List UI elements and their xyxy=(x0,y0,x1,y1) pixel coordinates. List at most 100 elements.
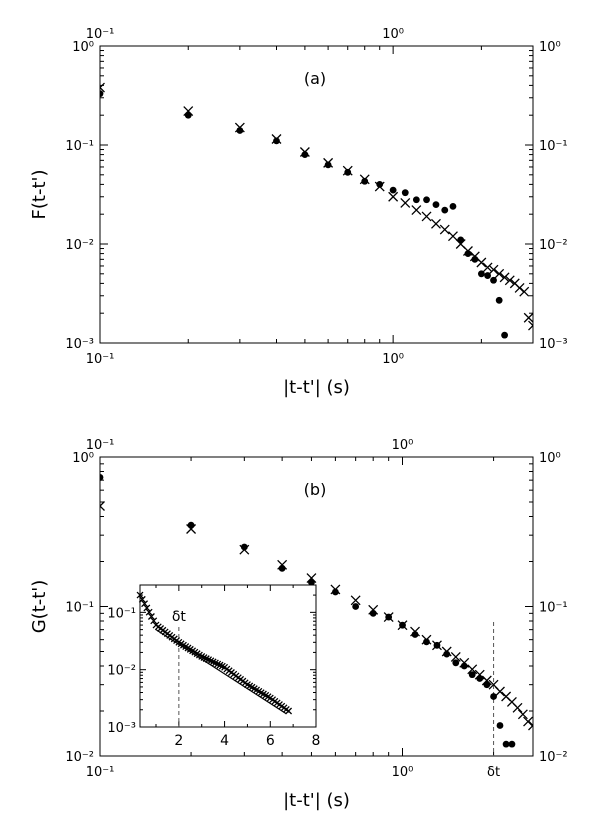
data-point-dot xyxy=(501,331,508,339)
data-point-cross xyxy=(350,595,361,606)
y-tick-label-right: 10⁻² xyxy=(539,238,568,253)
data-point-cross xyxy=(450,651,461,662)
data-point-cross xyxy=(528,320,533,331)
data-point-cross xyxy=(234,122,245,133)
inset-data-point-cross xyxy=(138,595,146,603)
inset-data-point-cross xyxy=(141,600,149,608)
inset-x-tick-label: 6 xyxy=(266,733,275,749)
panel-label: (b) xyxy=(304,480,327,499)
data-point-cross xyxy=(495,686,505,697)
x-tick-label-top: 10⁻¹ xyxy=(86,27,115,42)
data-point-dot xyxy=(502,740,510,748)
inset-data-point-cross xyxy=(147,613,155,620)
y-tick-label-left: 10⁻² xyxy=(65,750,94,765)
y-tick-label-left: 10⁻² xyxy=(65,238,94,253)
data-point-cross xyxy=(499,272,510,283)
data-point-cross xyxy=(474,669,485,680)
data-point-cross xyxy=(383,612,394,623)
data-point-dot xyxy=(344,168,352,176)
data-point-dot xyxy=(324,161,332,169)
data-point-dot xyxy=(423,196,430,204)
data-point-cross xyxy=(481,675,492,686)
inset-data-point-cross xyxy=(145,608,153,616)
data-point-cross xyxy=(306,573,317,584)
data-point-cross xyxy=(463,246,473,256)
data-point-dot xyxy=(308,578,315,586)
data-point-dot xyxy=(273,137,280,145)
data-point-dot xyxy=(361,177,369,185)
y-tick-label-right: 10⁻² xyxy=(539,750,568,765)
data-point-cross xyxy=(183,106,194,117)
inset-y-tick-label: 10⁻¹ xyxy=(107,606,136,621)
data-point-dot xyxy=(100,90,104,98)
data-point-cross xyxy=(431,218,441,229)
x-axis-title: |t-t'| (s) xyxy=(283,377,350,398)
data-point-cross xyxy=(528,720,533,731)
y-axis-title: F(t-t') xyxy=(29,170,50,220)
data-point-cross xyxy=(517,709,528,720)
y-tick-label-right: 10⁰ xyxy=(539,40,561,55)
data-point-dot xyxy=(449,202,457,210)
x-tick-label-bottom: 10⁻¹ xyxy=(86,352,115,367)
inset-x-tick-label: 8 xyxy=(312,733,321,749)
data-point-cross xyxy=(271,134,282,144)
data-point-cross xyxy=(494,268,505,279)
y-tick-label-left: 10⁻³ xyxy=(65,337,94,352)
y-tick-label-right: 10⁻³ xyxy=(539,337,568,352)
x-tick-label-top: 10⁻¹ xyxy=(86,438,115,453)
data-point-cross xyxy=(482,262,493,273)
data-point-cross xyxy=(186,524,197,534)
x-tick-label-top: 10⁰ xyxy=(392,438,414,453)
data-point-cross xyxy=(439,224,450,235)
data-point-dot xyxy=(490,693,497,700)
delta-t-label: δt xyxy=(487,765,500,780)
data-point-cross xyxy=(512,702,523,713)
y-tick-label-left: 10⁻¹ xyxy=(65,139,94,154)
inset-delta-t-label: δt xyxy=(172,609,187,625)
data-point-cross xyxy=(523,716,533,727)
x-axis-title: |t-t'| (s) xyxy=(283,790,350,811)
data-point-cross xyxy=(100,501,105,511)
inset-data-point-cross xyxy=(143,604,151,612)
y-tick-label-left: 10⁰ xyxy=(72,40,94,55)
series-group xyxy=(100,82,533,339)
data-point-cross xyxy=(523,312,533,323)
data-point-cross xyxy=(432,640,442,651)
y-tick-label-right: 10⁰ xyxy=(539,451,561,466)
data-point-cross xyxy=(277,559,288,570)
data-point-cross xyxy=(519,286,530,297)
data-point-dot xyxy=(495,296,503,304)
data-point-cross xyxy=(330,584,341,595)
data-point-cross xyxy=(400,197,411,208)
data-point-cross xyxy=(488,264,499,275)
data-point-dot xyxy=(476,675,484,682)
inset-x-tick-label: 2 xyxy=(174,733,183,749)
data-point-cross xyxy=(421,211,432,222)
data-point-dot xyxy=(389,186,397,194)
data-point-dot xyxy=(423,638,430,646)
data-point-dot xyxy=(477,270,485,278)
plot-frame xyxy=(99,45,534,344)
inset-data-point-cross xyxy=(136,591,144,599)
data-point-cross xyxy=(374,181,385,192)
inset-data-point-cross xyxy=(285,707,293,715)
x-tick-label-top: 10⁰ xyxy=(382,27,404,42)
data-point-dot xyxy=(432,201,440,209)
series-group xyxy=(100,474,533,748)
data-point-dot xyxy=(441,206,449,214)
inset-data-point-cross xyxy=(150,617,158,625)
panel-b-inset: 2 4 6 8 10⁻³ 10⁻² 10⁻¹ δt xyxy=(107,584,321,749)
data-point-cross xyxy=(342,165,353,176)
data-point-dot xyxy=(401,189,409,197)
data-point-cross xyxy=(299,147,310,157)
data-point-dot xyxy=(278,564,286,572)
data-point-cross xyxy=(397,620,408,631)
data-point-dot xyxy=(468,671,476,679)
data-point-cross xyxy=(359,174,370,185)
data-point-cross xyxy=(476,257,487,268)
data-point-cross xyxy=(323,157,334,168)
y-tick-label-right: 10⁻¹ xyxy=(539,601,568,616)
